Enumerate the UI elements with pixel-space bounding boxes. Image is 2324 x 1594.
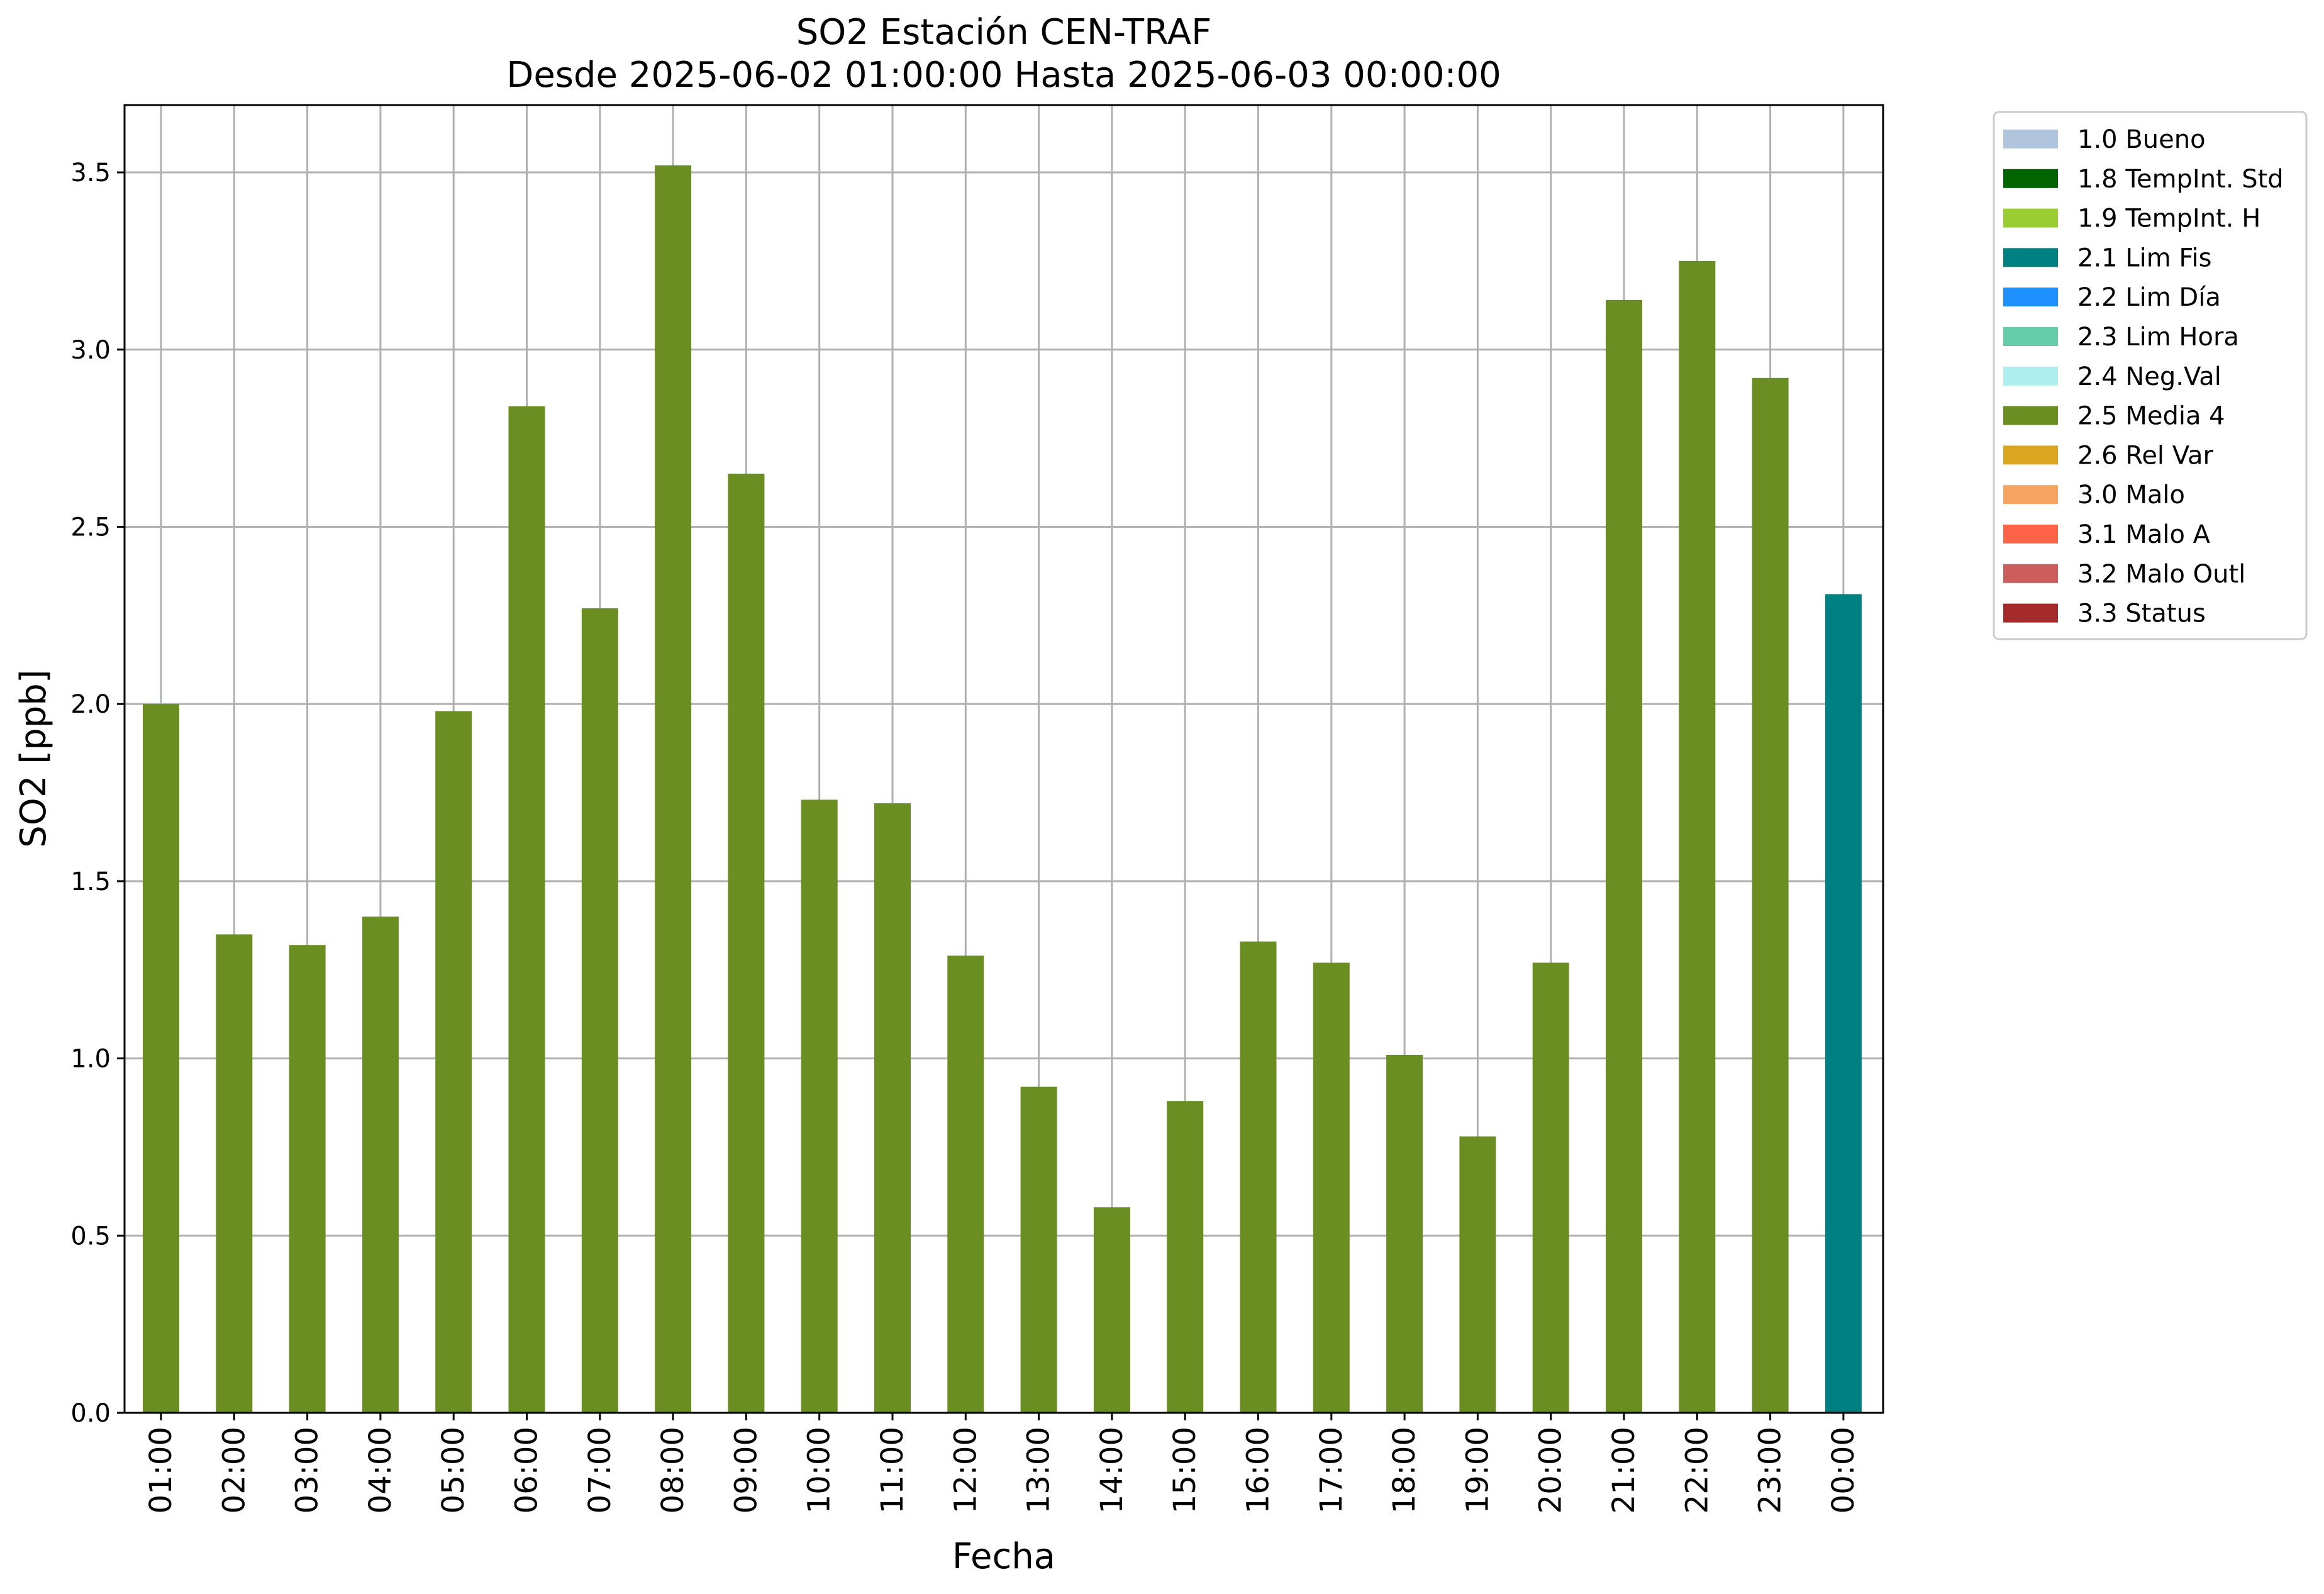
bar — [1825, 594, 1862, 1413]
legend-swatch — [2003, 603, 2058, 623]
legend-label: 3.2 Malo Outl — [2077, 560, 2245, 589]
bar — [1679, 260, 1716, 1413]
legend-frame — [1993, 111, 2308, 640]
bar — [947, 956, 984, 1413]
x-tick-label: 22:00 — [1679, 1427, 1715, 1513]
x-tick-label: 21:00 — [1606, 1427, 1642, 1513]
bar — [362, 917, 399, 1413]
y-axis-ticks: 0.0 0.5 1.0 1.5 2.0 2.5 3.0 3.5 — [70, 159, 125, 1428]
bars — [143, 165, 1862, 1413]
legend-label: 1.8 TempInt. Std — [2077, 165, 2284, 194]
bar — [1752, 377, 1789, 1413]
legend-swatch — [2003, 485, 2058, 504]
legend-swatch — [2003, 406, 2058, 425]
bar — [801, 800, 838, 1413]
bar — [1020, 1086, 1057, 1413]
x-tick-label: 06:00 — [509, 1427, 545, 1513]
bar — [435, 711, 472, 1413]
legend-label: 3.3 Status — [2077, 599, 2206, 628]
x-tick-label: 05:00 — [436, 1427, 471, 1513]
bar — [508, 406, 545, 1413]
x-tick-label: 12:00 — [948, 1427, 983, 1513]
legend-label: 2.1 Lim Fis — [2077, 243, 2211, 272]
legend-label: 3.1 Malo A — [2077, 520, 2211, 549]
y-tick-label: 2.0 — [70, 690, 111, 719]
bar — [581, 608, 618, 1413]
x-tick-label: 00:00 — [1826, 1427, 1861, 1513]
x-tick-label: 03:00 — [290, 1427, 325, 1513]
legend-swatch — [2003, 169, 2058, 188]
legend-label: 2.2 Lim Día — [2077, 283, 2221, 312]
legend-swatch — [2003, 130, 2058, 148]
legend-label: 2.3 Lim Hora — [2077, 323, 2239, 352]
legend-swatch — [2003, 366, 2058, 386]
plot-area-frame — [123, 104, 1884, 1414]
legend-swatch — [2003, 327, 2058, 346]
legend-label: 2.4 Neg.Val — [2077, 362, 2221, 391]
legend: 1.0 Bueno 1.8 TempInt. Std 1.9 TempInt. H 2… — [1993, 111, 2308, 640]
legend-swatch — [2003, 525, 2058, 543]
bar — [1240, 941, 1277, 1413]
legend-label: 2.5 Media 4 — [2077, 402, 2225, 431]
bar — [1167, 1101, 1204, 1413]
legend-label: 2.6 Rel Var — [2077, 441, 2214, 470]
y-tick-label: 3.5 — [70, 159, 111, 187]
bar — [1386, 1054, 1423, 1413]
x-tick-label: 01:00 — [143, 1427, 179, 1513]
bar — [289, 945, 326, 1413]
x-tick-label: 02:00 — [216, 1427, 252, 1513]
bar — [1606, 299, 1642, 1413]
x-tick-label: 18:00 — [1387, 1427, 1422, 1513]
y-tick-label: 3.0 — [70, 336, 111, 365]
x-tick-label: 08:00 — [655, 1427, 691, 1513]
legend-swatch — [2003, 445, 2058, 465]
bar — [143, 704, 179, 1413]
bar — [728, 473, 765, 1413]
x-tick-label: 17:00 — [1314, 1427, 1349, 1513]
legend-swatch — [2003, 208, 2058, 228]
bar — [874, 803, 911, 1413]
legend-swatch — [2003, 564, 2058, 583]
legend-swatch — [2003, 248, 2058, 267]
y-tick-label: 1.5 — [70, 867, 111, 896]
x-tick-label: 07:00 — [582, 1427, 618, 1513]
bar — [1459, 1136, 1496, 1413]
bar — [655, 165, 692, 1413]
legend-swatch — [2003, 287, 2058, 307]
x-tick-label: 13:00 — [1021, 1427, 1057, 1513]
y-tick-label: 0.5 — [70, 1222, 111, 1251]
legend-label: 1.9 TempInt. H — [2077, 204, 2260, 233]
x-tick-label: 10:00 — [802, 1427, 837, 1513]
x-tick-label: 04:00 — [363, 1427, 398, 1513]
x-tick-label: 19:00 — [1460, 1427, 1495, 1513]
y-tick-label: 0.0 — [70, 1399, 111, 1428]
y-axis-label: SO2 [ppb] — [13, 669, 54, 847]
x-tick-label: 20:00 — [1533, 1427, 1569, 1513]
legend-label: 1.0 Bueno — [2077, 125, 2206, 154]
bar — [1532, 962, 1569, 1413]
bar — [216, 934, 253, 1413]
x-tick-label: 23:00 — [1753, 1427, 1788, 1513]
x-tick-label: 14:00 — [1094, 1427, 1130, 1513]
x-axis-ticks: 01:00 02:00 03:00 04:00 05:00 06:00 07:00 08:00… — [143, 1413, 1861, 1513]
bar — [1093, 1207, 1130, 1413]
x-tick-label: 15:00 — [1167, 1427, 1203, 1513]
x-tick-label: 09:00 — [728, 1427, 764, 1513]
x-tick-label: 11:00 — [875, 1427, 910, 1513]
legend-label: 3.0 Malo — [2077, 481, 2185, 510]
bar — [1313, 962, 1350, 1413]
y-tick-label: 1.0 — [70, 1045, 111, 1074]
x-axis-label: Fecha — [952, 1536, 1055, 1577]
chart-subtitle: Desde 2025-06-02 01:00:00 Hasta 2025-06-… — [506, 55, 1501, 96]
chart-title: SO2 Estación CEN-TRAF — [796, 12, 1212, 53]
x-tick-label: 16:00 — [1241, 1427, 1276, 1513]
y-tick-label: 2.5 — [70, 513, 111, 542]
